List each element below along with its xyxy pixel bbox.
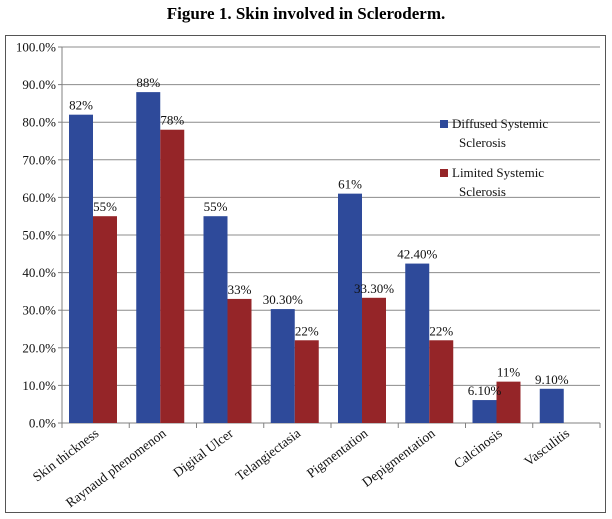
legend-label: Limited Systemic [452,165,544,180]
data-label: 61% [338,177,362,192]
y-tick-label: 20.0% [22,340,56,355]
bar-limited [496,381,521,423]
bar-limited [362,297,386,423]
data-label: 55% [93,199,117,214]
data-label: 9.10% [535,372,569,387]
y-tick-label: 30.0% [22,303,56,318]
x-tick-label: Calcinosis [451,425,505,471]
data-label: 78% [160,113,184,128]
x-tick-label: Depigmentation [359,425,438,489]
data-label: 33.30% [354,281,394,296]
data-label: 22% [295,323,319,338]
legend-swatch [440,169,448,177]
x-tick-label: Pigmentation [304,425,371,480]
bar-limited [294,340,319,423]
legend-label: Diffused Systemic [452,116,548,131]
bar-limited [93,216,117,423]
y-tick-label: 60.0% [22,190,56,205]
data-label: 22% [429,323,453,338]
legend-label: Sclerosis [459,184,506,199]
bar-limited [160,129,185,423]
data-label: 82% [69,98,93,113]
bar-limited [429,340,454,423]
data-label: 42.40% [397,247,437,262]
y-tick-labels: 0.0% 10.0% 20.0% 30.0% 40.0% 50.0% 60.0% 70.0% 8… [16,40,56,431]
x-tick-label: Vasculitis [521,425,572,469]
y-tick-label: 10.0% [22,378,56,393]
data-label: 11% [497,365,521,380]
chart-title: Figure 1. Skin involved in Scleroderm. [166,4,446,23]
bars [69,92,564,424]
data-labels: 82% 55% 88% 78% 55% 33% 30.30% 22% 61% 33.30% 42.4… [69,75,569,398]
y-tick-label: 70.0% [22,152,56,167]
legend-swatch [440,120,448,128]
data-label: 30.30% [263,292,303,307]
bar-diffused [405,263,430,423]
data-label: 33% [228,282,252,297]
bar-diffused [338,193,362,423]
bar-diffused [270,309,295,423]
bar-diffused [136,92,161,424]
x-tick-label: Telangiectasia [233,425,304,483]
legend: Diffused Systemic Sclerosis Limited System… [440,116,548,199]
x-tick-label: Skin thickness [30,425,102,484]
y-tick-label: 80.0% [22,115,56,130]
data-label: 88% [136,75,160,90]
x-tick-label: Digital Ulcer [170,425,236,480]
bar-diffused [69,114,93,424]
data-label: 6.10% [468,383,502,398]
y-tick-label: 100.0% [16,40,56,55]
bar-limited [227,298,252,423]
y-tick-label: 50.0% [22,228,56,243]
data-label: 55% [204,199,228,214]
y-tick-label: 90.0% [22,77,56,92]
bar-diffused [472,400,497,423]
y-tick-label: 40.0% [22,265,56,280]
bar-diffused [539,388,564,423]
y-tick-label: 0.0% [29,416,56,431]
bar-diffused [203,216,228,423]
legend-label: Sclerosis [459,135,506,150]
